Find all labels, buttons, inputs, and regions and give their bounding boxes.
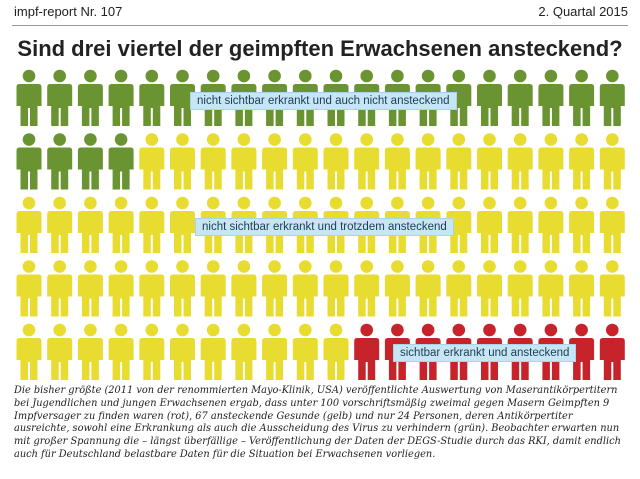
- person-figure-yellow: [569, 133, 595, 190]
- person-figure-yellow: [108, 260, 134, 317]
- person-figure-yellow: [599, 196, 625, 253]
- issue-number: impf-report Nr. 107: [14, 4, 123, 19]
- person-figure-green: [538, 69, 564, 126]
- person-figure-yellow: [384, 133, 410, 190]
- person-figure-yellow: [446, 133, 472, 190]
- person-figure-yellow: [507, 260, 533, 317]
- person-figure-green: [170, 69, 195, 126]
- person-figure-yellow: [292, 133, 318, 190]
- person-figure-yellow: [477, 196, 502, 253]
- person-figure-yellow: [477, 133, 502, 190]
- person-figure-green: [77, 69, 103, 126]
- person-figure-yellow: [323, 133, 349, 190]
- person-figure-yellow: [108, 323, 134, 380]
- person-figure-green: [16, 69, 42, 126]
- header-rule: [12, 25, 628, 26]
- person-figure-yellow: [108, 196, 134, 253]
- person-figure-green: [569, 69, 595, 126]
- person-figure-yellow: [415, 133, 441, 190]
- person-figure-green: [47, 69, 73, 126]
- person-figure-yellow: [507, 133, 533, 190]
- person-figure-yellow: [323, 323, 349, 380]
- label-red-group: sichtbar erkrankt und ansteckend: [393, 344, 577, 362]
- person-figure-yellow: [16, 323, 42, 380]
- person-figure-yellow: [354, 133, 380, 190]
- person-figure-yellow: [292, 323, 318, 380]
- person-figure-yellow: [538, 133, 564, 190]
- person-figure-yellow: [139, 196, 165, 253]
- person-figure-yellow: [139, 323, 165, 380]
- person-figure-yellow: [477, 260, 502, 317]
- person-figure-green: [108, 133, 134, 190]
- person-figure-yellow: [77, 196, 103, 253]
- person-figure-green: [477, 69, 502, 126]
- person-figure-yellow: [538, 260, 564, 317]
- person-figure-red: [599, 323, 625, 380]
- person-figure-yellow: [170, 323, 195, 380]
- person-figure-yellow: [139, 260, 165, 317]
- person-figure-yellow: [200, 323, 226, 380]
- issue-quarter: 2. Quartal 2015: [538, 4, 628, 19]
- person-figure-green: [139, 69, 165, 126]
- person-figure-yellow: [262, 133, 288, 190]
- person-figure-yellow: [323, 260, 349, 317]
- person-figure-yellow: [599, 133, 625, 190]
- person-figure-yellow: [569, 196, 595, 253]
- person-figure-yellow: [231, 323, 257, 380]
- person-figure-yellow: [569, 260, 595, 317]
- person-figure-yellow: [200, 133, 226, 190]
- person-figure-red: [354, 323, 380, 380]
- person-figure-yellow: [538, 196, 564, 253]
- person-figure-yellow: [47, 260, 73, 317]
- person-figure-yellow: [446, 260, 472, 317]
- person-figure-yellow: [415, 260, 441, 317]
- person-figure-yellow: [262, 260, 288, 317]
- label-green-group: nicht sichtbar erkrankt und auch nicht a…: [190, 92, 457, 110]
- person-figure-yellow: [170, 260, 195, 317]
- person-figure-green: [108, 69, 134, 126]
- person-figure-green: [77, 133, 103, 190]
- person-figure-green: [507, 69, 533, 126]
- person-figure-yellow: [139, 133, 165, 190]
- page-title: Sind drei viertel der geimpften Erwachse…: [17, 36, 623, 61]
- person-figure-green: [599, 69, 625, 126]
- person-figure-yellow: [77, 260, 103, 317]
- person-figure-yellow: [507, 196, 533, 253]
- caption-text: Die bisher größte (2011 von der renommie…: [14, 385, 621, 460]
- person-figure-yellow: [170, 133, 195, 190]
- person-figure-green: [16, 133, 42, 190]
- person-figure-yellow: [354, 260, 380, 317]
- person-figure-yellow: [599, 260, 625, 317]
- label-yellow-group: nicht sichtbar erkrankt und trotzdem ans…: [195, 218, 454, 236]
- person-figure-yellow: [262, 323, 288, 380]
- person-figure-yellow: [16, 196, 42, 253]
- person-figure-yellow: [47, 323, 73, 380]
- person-figure-yellow: [231, 260, 257, 317]
- person-figure-yellow: [16, 260, 42, 317]
- person-figure-yellow: [292, 260, 318, 317]
- person-figure-yellow: [47, 196, 73, 253]
- person-figure-yellow: [77, 323, 103, 380]
- person-figure-yellow: [231, 133, 257, 190]
- person-figure-yellow: [200, 260, 226, 317]
- person-figure-yellow: [384, 260, 410, 317]
- person-figure-yellow: [170, 196, 195, 253]
- person-figure-green: [47, 133, 73, 190]
